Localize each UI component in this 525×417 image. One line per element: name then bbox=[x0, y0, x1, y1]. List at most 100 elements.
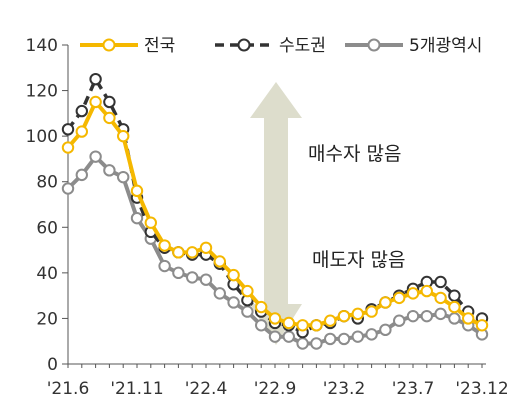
y-tick-label: 140 bbox=[26, 36, 58, 56]
data-point bbox=[351, 330, 364, 343]
legend-marker bbox=[102, 38, 116, 52]
x-tick-label: '23.2 bbox=[323, 379, 366, 399]
data-point bbox=[186, 271, 199, 284]
data-point bbox=[324, 332, 337, 346]
data-point bbox=[213, 287, 227, 300]
legend-marker bbox=[237, 38, 251, 52]
x-tick-label: '21.11 bbox=[110, 379, 163, 399]
data-point bbox=[61, 123, 75, 136]
data-point bbox=[75, 125, 89, 138]
data-point bbox=[296, 337, 309, 350]
data-point bbox=[379, 323, 392, 337]
arrow-up-head bbox=[250, 82, 302, 118]
data-point bbox=[241, 305, 254, 318]
y-tick-label: 0 bbox=[47, 355, 58, 375]
x-tick-label: '22.4 bbox=[185, 379, 228, 399]
data-point bbox=[227, 296, 240, 309]
data-point bbox=[103, 164, 116, 177]
data-point bbox=[172, 246, 185, 259]
data-point bbox=[89, 95, 102, 109]
y-tick-label: 40 bbox=[36, 264, 58, 284]
legend-entry: 5개광역시 bbox=[345, 36, 482, 56]
data-point bbox=[144, 216, 158, 229]
x-tick-label: '21.6 bbox=[47, 379, 90, 399]
data-point bbox=[213, 255, 227, 268]
data-point bbox=[448, 300, 461, 314]
data-point bbox=[282, 316, 295, 330]
data-point bbox=[255, 319, 268, 332]
y-axis: 0 20 40 60 80 100 120 140 bbox=[26, 36, 69, 375]
legend-label: 수도권 bbox=[279, 36, 326, 56]
x-axis: '21.6 '21.11 '22.4 '22.9 '23.2 '23.7 '23.12 bbox=[47, 363, 509, 399]
y-tick-label: 60 bbox=[36, 218, 58, 238]
legend-label: 5개광역시 bbox=[409, 36, 482, 56]
data-point bbox=[324, 314, 337, 327]
x-tick-label: '23.7 bbox=[392, 379, 435, 399]
data-point bbox=[406, 287, 420, 300]
data-point bbox=[448, 289, 461, 302]
data-point bbox=[199, 273, 213, 286]
series-0 bbox=[61, 95, 489, 332]
annotation-upper: 매수자 많음 bbox=[308, 143, 401, 165]
data-point bbox=[255, 300, 268, 314]
data-point bbox=[268, 312, 282, 325]
data-point bbox=[117, 170, 130, 184]
y-tick-label: 80 bbox=[36, 173, 58, 193]
data-point bbox=[420, 284, 433, 298]
data-point bbox=[172, 266, 185, 280]
data-point bbox=[130, 184, 144, 198]
y-tick-label: 20 bbox=[36, 309, 58, 329]
series-layer bbox=[61, 72, 489, 350]
legend-label: 전국 bbox=[144, 36, 175, 56]
data-point bbox=[393, 314, 406, 327]
legend-entry: 전국 bbox=[80, 36, 175, 56]
data-point bbox=[365, 328, 378, 341]
data-point bbox=[406, 309, 420, 323]
data-point bbox=[227, 268, 240, 282]
data-point bbox=[158, 239, 171, 252]
data-point bbox=[89, 72, 102, 86]
series-2 bbox=[61, 150, 489, 350]
data-point bbox=[103, 95, 116, 109]
x-tick-label: '22.9 bbox=[254, 379, 297, 399]
data-point bbox=[351, 307, 364, 321]
data-point bbox=[365, 305, 378, 318]
data-point bbox=[420, 309, 433, 323]
data-point bbox=[186, 246, 199, 259]
data-point bbox=[462, 312, 475, 325]
data-point bbox=[475, 319, 489, 332]
y-tick-label: 100 bbox=[26, 127, 58, 147]
data-point bbox=[434, 291, 447, 305]
data-point bbox=[337, 309, 351, 323]
data-point bbox=[448, 312, 461, 325]
data-point bbox=[130, 211, 144, 225]
data-point bbox=[310, 319, 323, 332]
data-point bbox=[434, 275, 447, 289]
data-point bbox=[158, 259, 171, 273]
data-point bbox=[310, 337, 323, 350]
legend-entry: 수도권 bbox=[215, 36, 326, 56]
legend: 전국 수도권 5개광역시 bbox=[80, 36, 482, 56]
data-point bbox=[117, 129, 130, 143]
arrow-shaft bbox=[264, 117, 288, 305]
y-tick-label: 120 bbox=[26, 82, 58, 102]
data-point bbox=[296, 319, 309, 332]
data-point bbox=[337, 332, 351, 346]
data-point bbox=[61, 141, 75, 154]
data-point bbox=[61, 182, 75, 195]
data-point bbox=[103, 111, 116, 125]
data-point bbox=[199, 241, 213, 254]
legend-marker bbox=[367, 38, 381, 52]
data-point bbox=[282, 330, 295, 343]
data-point bbox=[89, 150, 102, 163]
data-point bbox=[393, 291, 406, 305]
data-point bbox=[241, 284, 254, 298]
annotation-lower: 매도자 많음 bbox=[312, 249, 405, 271]
data-point bbox=[75, 168, 89, 182]
data-point bbox=[434, 307, 447, 321]
data-point bbox=[75, 104, 89, 118]
x-tick-label: '23.12 bbox=[455, 379, 508, 399]
data-point bbox=[268, 330, 282, 343]
data-point bbox=[379, 296, 392, 309]
